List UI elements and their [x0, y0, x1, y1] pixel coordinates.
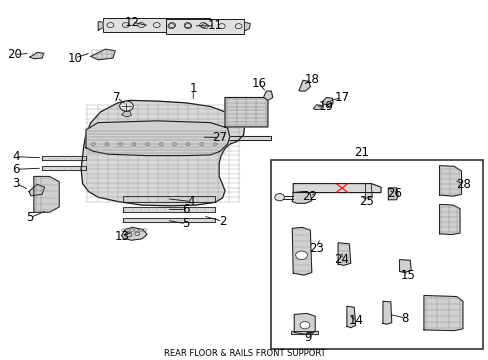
Circle shape	[295, 251, 307, 260]
Polygon shape	[98, 22, 103, 30]
Polygon shape	[294, 314, 315, 334]
Polygon shape	[387, 188, 397, 200]
Text: 13: 13	[114, 230, 129, 243]
Text: 5: 5	[182, 217, 189, 230]
Polygon shape	[292, 227, 311, 275]
Polygon shape	[439, 166, 461, 196]
Polygon shape	[263, 91, 272, 100]
Text: 9: 9	[304, 330, 311, 343]
Text: 5: 5	[26, 211, 34, 224]
Text: 27: 27	[211, 131, 226, 144]
Text: 8: 8	[401, 311, 408, 325]
Text: 6: 6	[182, 203, 189, 216]
Polygon shape	[42, 166, 86, 170]
Text: 17: 17	[334, 91, 349, 104]
Polygon shape	[122, 111, 131, 117]
Circle shape	[300, 321, 309, 329]
Polygon shape	[313, 105, 321, 110]
Bar	[166, 19, 244, 34]
Polygon shape	[122, 218, 215, 222]
Polygon shape	[293, 184, 380, 193]
Text: 19: 19	[318, 100, 333, 113]
Polygon shape	[42, 156, 86, 160]
Polygon shape	[292, 192, 311, 203]
Bar	[103, 18, 210, 32]
Text: 18: 18	[304, 73, 319, 86]
Polygon shape	[30, 52, 43, 59]
Text: 6: 6	[13, 163, 20, 176]
Polygon shape	[91, 49, 115, 60]
Text: 16: 16	[251, 77, 266, 90]
Polygon shape	[122, 227, 147, 240]
Text: REAR FLOOR & RAILS FRONT SUPPORT: REAR FLOOR & RAILS FRONT SUPPORT	[163, 348, 325, 357]
Text: 20: 20	[7, 48, 22, 61]
Polygon shape	[346, 306, 355, 328]
Text: 12: 12	[124, 16, 140, 29]
Text: 10: 10	[67, 51, 82, 64]
Circle shape	[120, 101, 133, 111]
Text: 4: 4	[13, 150, 20, 163]
Text: 4: 4	[187, 195, 194, 208]
Polygon shape	[382, 301, 391, 324]
Polygon shape	[326, 103, 331, 108]
Text: 25: 25	[358, 195, 373, 208]
Text: 1: 1	[189, 82, 197, 95]
Polygon shape	[423, 296, 462, 330]
Text: 28: 28	[456, 178, 470, 191]
Polygon shape	[244, 22, 250, 31]
Text: 11: 11	[207, 19, 223, 32]
Polygon shape	[122, 196, 215, 202]
Polygon shape	[365, 184, 371, 198]
Polygon shape	[122, 207, 215, 212]
Polygon shape	[291, 331, 317, 334]
Polygon shape	[399, 260, 410, 273]
Polygon shape	[224, 98, 267, 127]
Text: 26: 26	[386, 187, 401, 200]
Text: 21: 21	[353, 145, 368, 158]
Polygon shape	[322, 98, 332, 105]
Polygon shape	[29, 184, 44, 196]
Bar	[271, 160, 483, 348]
Polygon shape	[86, 121, 229, 156]
Text: 24: 24	[334, 253, 349, 266]
Polygon shape	[34, 176, 59, 212]
Text: 3: 3	[13, 177, 20, 190]
Polygon shape	[439, 204, 459, 234]
Text: 23: 23	[308, 242, 324, 255]
Text: 7: 7	[113, 91, 120, 104]
Polygon shape	[337, 243, 350, 265]
Text: 2: 2	[218, 215, 226, 228]
Polygon shape	[190, 136, 271, 140]
Text: 15: 15	[400, 269, 415, 282]
Polygon shape	[299, 80, 310, 91]
Text: 14: 14	[348, 314, 364, 327]
Text: 22: 22	[302, 190, 317, 203]
Polygon shape	[81, 100, 244, 206]
Circle shape	[274, 194, 284, 201]
